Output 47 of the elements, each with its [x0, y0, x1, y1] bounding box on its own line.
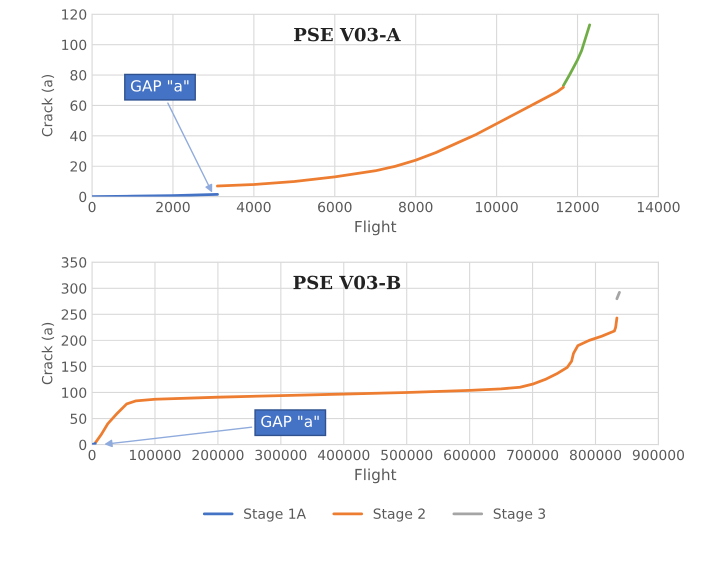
- x-tick-label: 200000: [192, 450, 244, 460]
- x-tick-label: 600000: [444, 450, 496, 460]
- x-tick-label: 8000: [398, 202, 432, 212]
- x-tick-label: 400000: [318, 450, 370, 460]
- y-tick-label: 100: [62, 40, 86, 50]
- y-tick-label: 350: [62, 257, 86, 268]
- x-axis-title: Flight: [355, 220, 396, 236]
- y-tick-label: 300: [62, 283, 86, 294]
- legend-label: Stage 1A: [244, 508, 306, 522]
- text: PSE V03-B: [293, 276, 400, 290]
- x-tick-label: 0: [88, 450, 96, 460]
- x-tick-label: 14000: [638, 202, 680, 212]
- y-tick-label: 20: [70, 161, 86, 172]
- x-tick-label: 12000: [556, 202, 599, 212]
- y-tick-label: 100: [62, 387, 86, 398]
- y-tick-label: 80: [70, 70, 86, 81]
- y-tick-label: 120: [62, 9, 86, 20]
- x-tick-label: 500000: [381, 450, 432, 460]
- legend-label: Stage 2: [374, 508, 425, 522]
- y-axis-title: Crack (a): [42, 74, 54, 136]
- x-tick-label: 900000: [632, 450, 684, 460]
- legend-label: Stage 3: [494, 508, 546, 522]
- x-tick-label: 700000: [507, 450, 558, 460]
- x-tick-label: 0: [88, 202, 96, 212]
- y-tick-label: 50: [70, 414, 86, 424]
- line-series: [94, 316, 618, 444]
- y-tick-label: 60: [70, 100, 86, 111]
- y-tick-label: 0: [79, 440, 86, 450]
- y-tick-label: 250: [62, 309, 86, 320]
- y-axis-title: Crack (a): [42, 322, 54, 384]
- x-tick-label: 10000: [476, 202, 518, 212]
- text: PSE V03-A: [294, 28, 401, 42]
- x-tick-label: 300000: [255, 450, 306, 460]
- annotation: GAP "a": [130, 80, 188, 92]
- line-series: [562, 24, 592, 88]
- x-tick-label: 4000: [236, 202, 271, 212]
- x-tick-label: 2000: [156, 202, 190, 212]
- x-tick-label: 100000: [130, 450, 181, 460]
- y-tick-label: 150: [62, 361, 86, 372]
- annotation: GAP "a": [261, 416, 319, 428]
- y-tick-label: 200: [62, 335, 86, 346]
- line-series: [216, 86, 565, 188]
- x-tick-label: 800000: [570, 450, 622, 460]
- x-axis-title: Flight: [355, 468, 396, 484]
- y-tick-label: 40: [70, 130, 86, 142]
- y-tick-label: 0: [79, 192, 86, 202]
- x-tick-label: 6000: [318, 202, 352, 212]
